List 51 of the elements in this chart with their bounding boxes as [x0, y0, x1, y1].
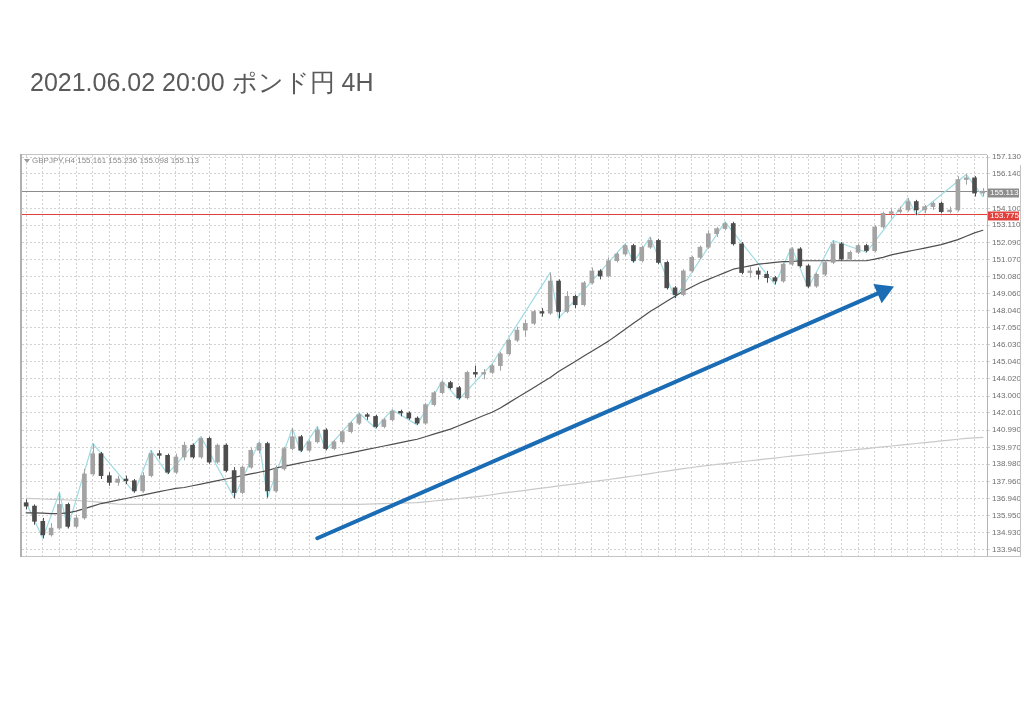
- candlestick: [780, 261, 786, 284]
- y-tick-label: 148.040: [992, 306, 1022, 316]
- candlestick: [705, 229, 711, 250]
- candlestick: [40, 517, 46, 539]
- candlestick: [498, 351, 503, 372]
- y-tick-label: 154.100: [992, 203, 1022, 213]
- y-tick-label: 147.050: [992, 322, 1022, 332]
- ref-line-label: 153.775: [990, 211, 1020, 221]
- y-tick-label: 149.060: [992, 288, 1022, 298]
- candlestick: [273, 464, 279, 494]
- y-tick-label: 150.080: [992, 271, 1022, 281]
- y-tick-label: 157.130: [992, 152, 1022, 162]
- candlestick: [165, 453, 170, 475]
- y-tick-label: 142.010: [992, 408, 1022, 418]
- candlestick: [423, 402, 428, 426]
- candlestick: [181, 441, 187, 461]
- y-tick-label: 153.110: [992, 220, 1021, 230]
- annotation: GBPJPY,H4 155.161 155.236 155.098 155.113: [32, 156, 200, 166]
- candlestick: [839, 241, 844, 262]
- candlestick: [963, 173, 969, 186]
- candlestick: [797, 246, 803, 269]
- candlestick: [323, 427, 328, 451]
- y-tick-label: 136.940: [992, 493, 1022, 503]
- chart-title: 2021.06.02 20:00 ポンド円 4H: [30, 67, 374, 98]
- candlestick: [215, 442, 220, 465]
- ref-line-label: 155.113: [990, 188, 1019, 198]
- candlestick: [581, 280, 586, 307]
- candlestick: [730, 221, 736, 247]
- candlestick: [606, 256, 611, 279]
- candlestick: [656, 238, 661, 265]
- candlestick: [631, 243, 636, 263]
- candlestick: [90, 442, 96, 477]
- y-tick-label: 139.970: [992, 442, 1022, 452]
- y-tick-label: 151.070: [992, 254, 1022, 264]
- y-tick-label: 145.040: [992, 356, 1022, 366]
- y-tick-label: 140.990: [992, 425, 1022, 435]
- y-tick-label: 144.020: [992, 374, 1022, 384]
- y-tick-label: 137.960: [992, 476, 1022, 486]
- candlestick: [140, 471, 145, 494]
- y-tick-label: 146.030: [992, 340, 1022, 350]
- candlestick: [789, 246, 794, 267]
- y-tick-label: 134.930: [992, 527, 1022, 537]
- y-tick-label: 143.000: [992, 391, 1022, 401]
- candlestick: [972, 175, 977, 197]
- y-tick-label: 138.980: [992, 459, 1022, 469]
- y-tick-label: 156.140: [992, 168, 1022, 178]
- y-tick-label: 133.940: [992, 544, 1022, 554]
- candlestick: [290, 427, 295, 451]
- candlestick: [248, 446, 254, 470]
- y-tick-label: 135.950: [992, 510, 1022, 520]
- y-tick-label: 152.090: [992, 237, 1022, 247]
